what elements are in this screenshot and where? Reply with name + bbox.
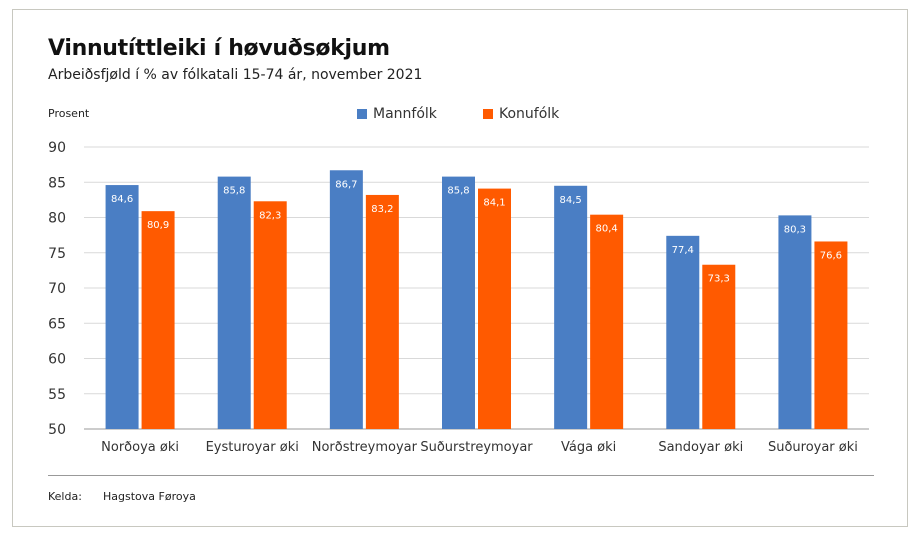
x-tick-label: Suðurstreymoyar bbox=[420, 440, 533, 455]
bar-men bbox=[778, 215, 812, 429]
legend-label-women: Konufólk bbox=[499, 106, 560, 122]
source-label: Kelda: bbox=[48, 490, 82, 503]
legend-swatch-women bbox=[483, 109, 493, 119]
x-tick-label: Suðuroyar øki bbox=[768, 440, 858, 455]
x-tick-label: Norðstreymoyar bbox=[312, 440, 418, 455]
y-tick-label: 65 bbox=[48, 316, 66, 332]
legend-label-men: Mannfólk bbox=[373, 106, 437, 122]
source-value: Hagstova Føroya bbox=[103, 490, 196, 503]
x-tick-label: Eysturoyar øki bbox=[206, 440, 299, 455]
bar-women bbox=[141, 211, 175, 429]
bar-women bbox=[814, 241, 848, 429]
legend-item-men: Mannfólk bbox=[357, 106, 437, 122]
chart-subtitle: Arbeiðsfjøld í % av fólkatali 15-74 ár, … bbox=[48, 67, 423, 83]
data-label: 84,5 bbox=[560, 195, 582, 206]
bar-women bbox=[478, 188, 511, 429]
data-label: 83,2 bbox=[371, 204, 393, 215]
bar-men bbox=[217, 176, 251, 429]
x-tick-label: Sandoyar øki bbox=[658, 440, 743, 455]
data-label: 82,3 bbox=[259, 210, 281, 221]
y-tick-label: 85 bbox=[48, 175, 66, 191]
data-label: 80,3 bbox=[784, 224, 806, 235]
bar-men bbox=[554, 185, 588, 429]
y-axis-label: Prosent bbox=[48, 107, 90, 120]
y-tick-label: 70 bbox=[48, 281, 66, 297]
footer-divider bbox=[48, 475, 874, 476]
y-tick-label: 90 bbox=[48, 140, 66, 156]
y-tick-label: 60 bbox=[48, 352, 66, 368]
data-label: 80,9 bbox=[147, 220, 169, 231]
data-label: 77,4 bbox=[672, 245, 694, 256]
legend-item-women: Konufólk bbox=[483, 106, 559, 122]
y-tick-label: 50 bbox=[48, 422, 66, 438]
bar-men bbox=[105, 185, 139, 429]
bar-women bbox=[365, 194, 399, 429]
bar-women bbox=[590, 214, 624, 429]
chart-title: Vinnutíttleiki í høvuðsøkjum bbox=[48, 36, 390, 61]
data-label: 76,6 bbox=[820, 250, 842, 261]
y-tick-label: 75 bbox=[48, 246, 66, 262]
y-tick-label: 80 bbox=[48, 211, 66, 227]
data-label: 85,8 bbox=[447, 186, 469, 197]
bar-men bbox=[329, 170, 363, 429]
y-tick-label: 55 bbox=[48, 387, 66, 403]
data-label: 85,8 bbox=[223, 186, 245, 197]
data-label: 73,3 bbox=[708, 274, 730, 285]
data-label: 80,4 bbox=[596, 224, 618, 235]
bar-men bbox=[442, 176, 475, 429]
legend-swatch-men bbox=[357, 109, 367, 119]
data-label: 84,6 bbox=[111, 194, 133, 205]
data-label: 86,7 bbox=[335, 179, 357, 190]
x-tick-label: Vága øki bbox=[561, 440, 616, 455]
x-tick-label: Norðoya øki bbox=[101, 440, 179, 455]
bar-women bbox=[253, 201, 287, 429]
bar-women bbox=[702, 264, 736, 429]
data-label: 84,1 bbox=[483, 198, 505, 209]
bar-men bbox=[666, 235, 700, 429]
